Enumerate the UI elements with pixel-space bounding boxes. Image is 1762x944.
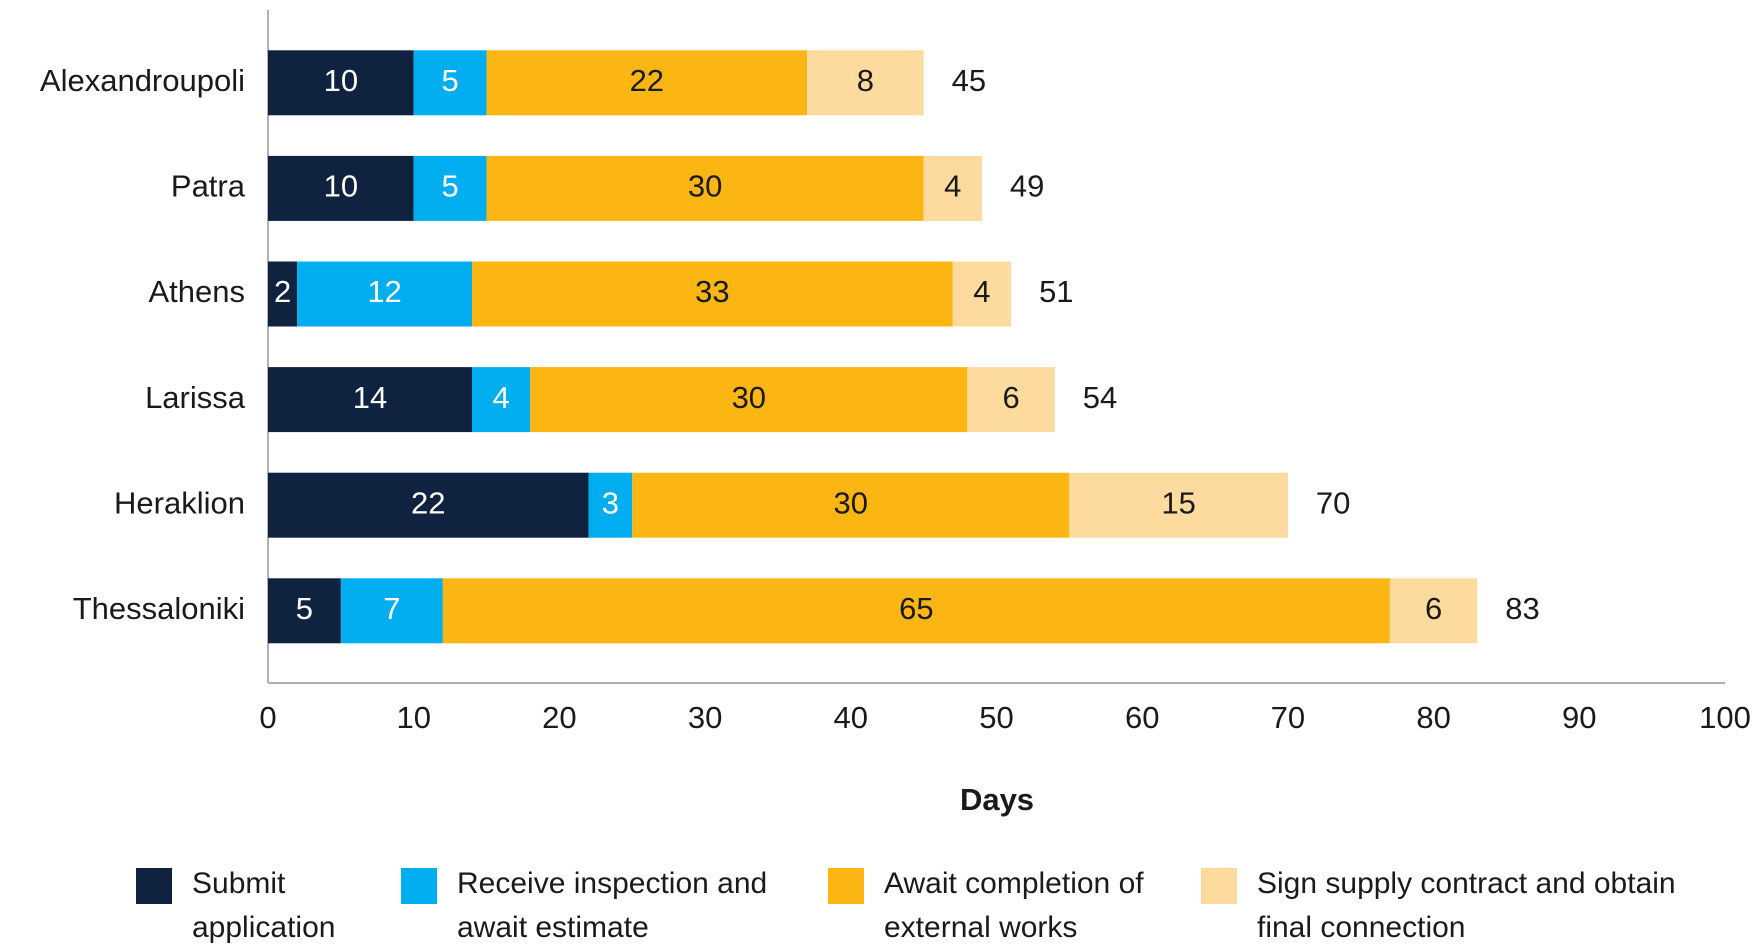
legend-swatch: [1201, 868, 1237, 904]
bar-segment: [340, 578, 443, 644]
segment-label: 6: [1002, 380, 1019, 415]
segment-label: 4: [973, 274, 990, 309]
bar-segment: [967, 367, 1055, 433]
x-tick-label: 40: [834, 700, 868, 735]
x-tick-label: 60: [1125, 700, 1159, 735]
bar-segment: [268, 155, 414, 221]
legend-swatch: [828, 868, 864, 904]
x-tick-label: 10: [396, 700, 430, 735]
segment-label: 22: [630, 63, 664, 98]
legend-item: Await completion of external works: [828, 862, 1154, 944]
segment-label: 5: [296, 591, 313, 626]
segment-label: 30: [732, 380, 766, 415]
legend-label: Receive inspection and await estimate: [457, 867, 768, 944]
y-tick-label: Thessaloniki: [73, 591, 245, 626]
bar-segment: [632, 472, 1070, 538]
legend-item: Receive inspection and await estimate: [401, 862, 827, 944]
bar-segment: [297, 261, 472, 327]
segment-label: 65: [899, 591, 933, 626]
x-axis-label: Days: [960, 782, 1034, 817]
total-label: 45: [952, 63, 986, 98]
segment-label: 10: [324, 169, 358, 204]
bar-segment: [268, 367, 472, 433]
segment-label: 2: [274, 274, 291, 309]
bar-segment: [471, 367, 531, 433]
bar-segment: [486, 50, 808, 116]
bar-segment: [268, 261, 298, 327]
total-label: 51: [1039, 274, 1073, 309]
y-tick-label: Athens: [148, 274, 245, 309]
segment-label: 14: [353, 380, 387, 415]
x-tick-label: 20: [542, 700, 576, 735]
bar-segment: [530, 367, 968, 433]
x-tick-label: 50: [979, 700, 1013, 735]
bar-segment: [413, 155, 487, 221]
segment-label: 3: [602, 485, 619, 520]
segment-label: 8: [857, 63, 874, 98]
bar-segment: [268, 578, 341, 644]
bar-segment: [268, 50, 414, 116]
segment-label: 4: [492, 380, 509, 415]
x-tick-label: 90: [1562, 700, 1596, 735]
segment-label: 4: [944, 169, 961, 204]
segment-label: 7: [383, 591, 400, 626]
segment-label: 6: [1425, 591, 1442, 626]
segment-label: 30: [834, 485, 868, 520]
segment-label: 12: [367, 274, 401, 309]
x-tick-label: 80: [1416, 700, 1450, 735]
x-tick-label: 100: [1699, 700, 1751, 735]
segment-label: 5: [442, 169, 459, 204]
y-tick-label: Alexandroupoli: [40, 63, 245, 98]
bar-segment: [588, 472, 633, 538]
y-tick-label: Patra: [171, 169, 246, 204]
total-label: 70: [1316, 485, 1350, 520]
legend-swatch: [401, 868, 437, 904]
bar-segment: [442, 578, 1390, 644]
bar-segment: [923, 155, 982, 221]
legend-item: Submit application: [136, 862, 362, 944]
total-label: 49: [1010, 169, 1044, 204]
segment-label: 10: [324, 63, 358, 98]
legend-item: Sign supply contract and obtain final co…: [1201, 862, 1677, 944]
bar-segment: [471, 261, 953, 327]
y-tick-label: Larissa: [145, 380, 246, 415]
segment-label: 30: [688, 169, 722, 204]
bar-segment: [413, 50, 487, 116]
bar-segment: [1389, 578, 1478, 644]
legend-label: Await completion of external works: [884, 867, 1144, 944]
segment-label: 15: [1161, 485, 1195, 520]
legend-label: Sign supply contract and obtain final co…: [1257, 867, 1676, 944]
bar-segment: [1069, 472, 1288, 538]
total-label: 54: [1083, 380, 1117, 415]
legend-label: Submit application: [192, 867, 336, 944]
bar-segment: [486, 155, 924, 221]
total-label: 83: [1505, 591, 1539, 626]
segment-label: 22: [411, 485, 445, 520]
bar-segment: [268, 472, 589, 538]
segment-label: 5: [442, 63, 459, 98]
x-tick-label: 30: [688, 700, 722, 735]
segment-label: 33: [695, 274, 729, 309]
y-tick-label: Heraklion: [114, 485, 245, 520]
bar-segment: [952, 261, 1012, 327]
x-tick-label: 70: [1271, 700, 1305, 735]
bar-segment: [807, 50, 924, 116]
x-tick-label: 0: [259, 700, 276, 735]
legend-swatch: [136, 868, 172, 904]
